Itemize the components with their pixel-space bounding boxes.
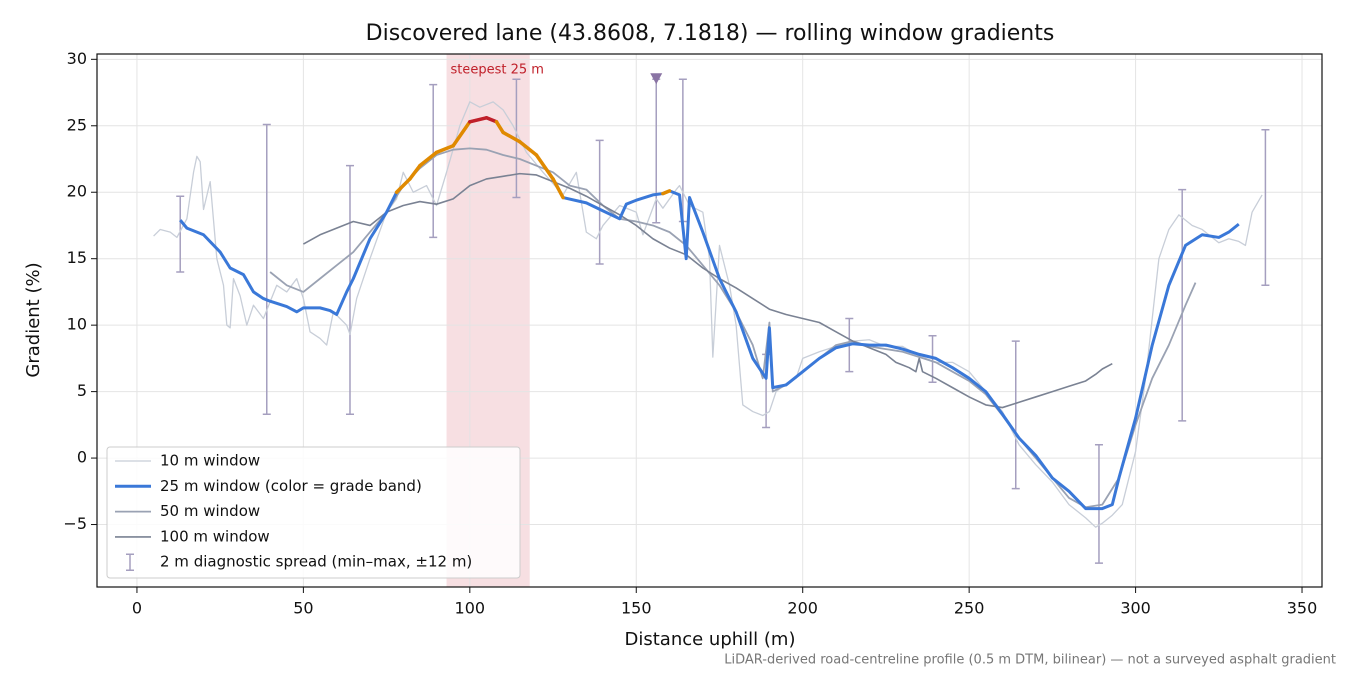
x-tick-label: 0 — [132, 599, 142, 618]
grade-band-segment — [518, 139, 539, 157]
series-line — [302, 172, 1113, 409]
footnote: LiDAR-derived road-centreline profile (0… — [724, 653, 1336, 668]
error-bar — [262, 123, 271, 415]
grade-band-segment — [551, 177, 565, 200]
grade-band-segment — [394, 177, 412, 194]
y-axis-label: Gradient (%) — [23, 262, 44, 377]
error-bar — [176, 195, 185, 273]
grade-band-segment — [408, 163, 422, 181]
grade-band-segment — [494, 120, 505, 135]
y-tick-label: 30 — [67, 49, 87, 68]
grade-band-segment — [484, 116, 499, 124]
plot-frame — [96, 53, 1323, 588]
y-tick-label: −5 — [63, 514, 87, 533]
y-tick-label: 10 — [67, 315, 87, 334]
grade-band-segment — [468, 116, 489, 124]
x-tick-label: 50 — [293, 599, 313, 618]
error-bar — [652, 78, 661, 224]
grade-band-segment — [434, 143, 455, 155]
legend-label: 2 m diagnostic spread (min–max, ±12 m) — [160, 553, 472, 571]
grade-band-segment — [534, 153, 555, 181]
legend-box — [106, 446, 521, 579]
chart-title: Discovered lane (43.8608, 7.1818) — roll… — [366, 21, 1055, 46]
legend-label: 50 m window — [160, 502, 260, 520]
x-tick-label: 300 — [1120, 599, 1151, 618]
y-tick-label: 5 — [77, 381, 87, 400]
error-bar — [1178, 188, 1187, 422]
error-bar — [429, 83, 438, 239]
grade-band-segment — [661, 189, 672, 196]
span-label: steepest 25 m — [451, 63, 544, 78]
series-line — [153, 101, 1263, 528]
grade-band-segment — [501, 130, 522, 144]
x-tick-label: 150 — [621, 599, 652, 618]
x-tick-label: 350 — [1287, 599, 1318, 618]
grade-band-segment — [451, 120, 472, 148]
x-tick-label: 200 — [787, 599, 818, 618]
error-bar — [1261, 129, 1270, 287]
error-bar — [1011, 340, 1020, 490]
series-line — [179, 116, 1240, 511]
error-bar — [1094, 444, 1103, 564]
y-tick-label: 0 — [77, 448, 87, 467]
y-tick-label: 20 — [67, 182, 87, 201]
y-tick-label: 15 — [67, 248, 87, 267]
grade-band-segment — [418, 150, 439, 168]
error-bar — [345, 164, 354, 415]
y-tick-label: 25 — [67, 115, 87, 134]
x-tick-label: 100 — [455, 599, 486, 618]
x-tick-label: 250 — [954, 599, 985, 618]
legend-label: 10 m window — [160, 452, 260, 470]
marker — [650, 73, 663, 85]
legend-label: 25 m window (color = grade band) — [160, 477, 422, 495]
legend-swatch — [126, 553, 134, 571]
legend-label: 100 m window — [160, 527, 270, 545]
x-axis-label: Distance uphill (m) — [625, 629, 796, 650]
